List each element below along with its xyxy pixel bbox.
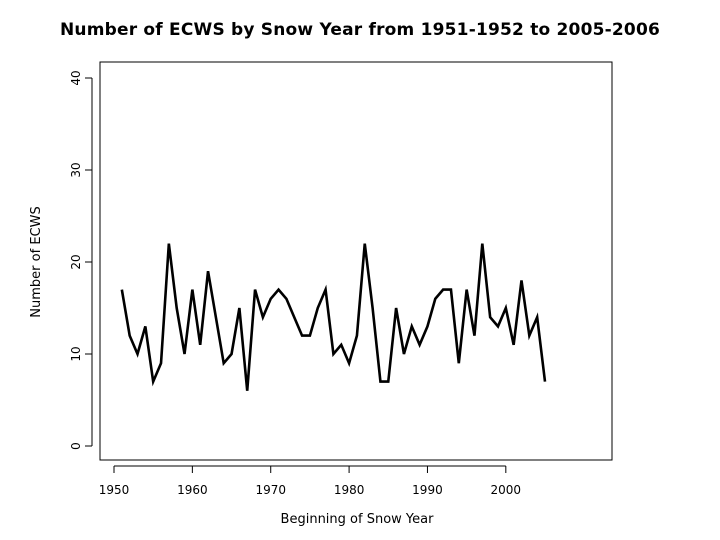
y-tick-label: 10	[69, 346, 83, 361]
x-tick-label: 1990	[412, 483, 443, 497]
y-tick-label: 40	[69, 70, 83, 85]
chart-title: Number of ECWS by Snow Year from 1951-19…	[59, 20, 660, 40]
y-tick-label: 30	[69, 162, 83, 177]
x-tick-label: 1960	[177, 483, 208, 497]
y-tick-label: 0	[69, 442, 83, 450]
x-axis: 1950 1960 1970 1980 1990 2000	[99, 465, 522, 497]
y-axis-label: Number of ECWS	[29, 206, 44, 317]
plot-frame	[99, 61, 613, 461]
x-axis-label: Beginning of Snow Year	[281, 512, 435, 527]
data-series	[120, 243, 547, 391]
x-tick-label: 1950	[99, 483, 130, 497]
x-tick-label: 1980	[334, 483, 365, 497]
x-tick-label: 1970	[255, 483, 286, 497]
y-tick-label: 20	[69, 254, 83, 269]
x-tick-label: 2000	[491, 483, 522, 497]
series-line	[120, 243, 547, 391]
y-axis: 0 10 20 30 40	[69, 70, 93, 450]
